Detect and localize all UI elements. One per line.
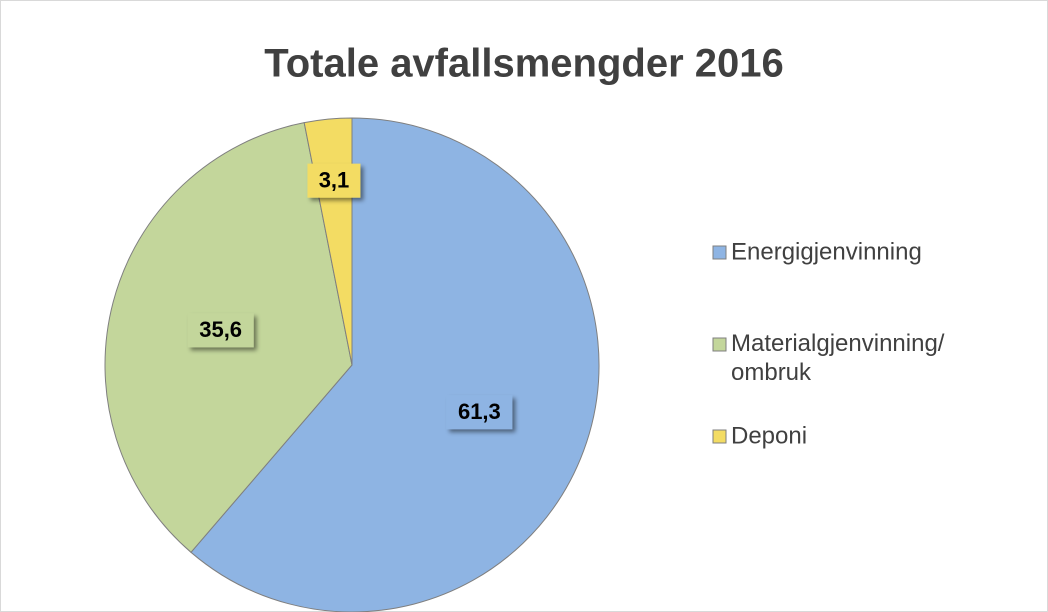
data-label-box	[446, 395, 513, 430]
pie-slice	[190, 117, 600, 612]
data-label-text: 35,6	[199, 317, 242, 342]
data-label-box	[307, 163, 361, 198]
legend-label: Energigjenvinning	[731, 238, 922, 265]
data-label: 3,1	[307, 163, 361, 198]
data-label-box	[187, 313, 254, 348]
legend-swatch	[712, 429, 727, 444]
data-label: 61,3	[446, 395, 513, 430]
data-label-text: 61,3	[458, 399, 501, 424]
chart-title: Totale avfallsmengder 2016	[264, 42, 784, 86]
legend: Energigjenvinning Materialgjenvinning/omb…	[712, 238, 945, 449]
legend-swatch	[712, 245, 727, 260]
data-label-text: 3,1	[319, 167, 350, 192]
legend-label: Deponi	[731, 422, 807, 449]
legend-label: Materialgjenvinning/ombruk	[731, 330, 945, 386]
data-labels: 61,3 35,6 3,1	[187, 163, 513, 430]
data-label: 35,6	[187, 313, 254, 348]
legend-swatch	[712, 337, 727, 352]
